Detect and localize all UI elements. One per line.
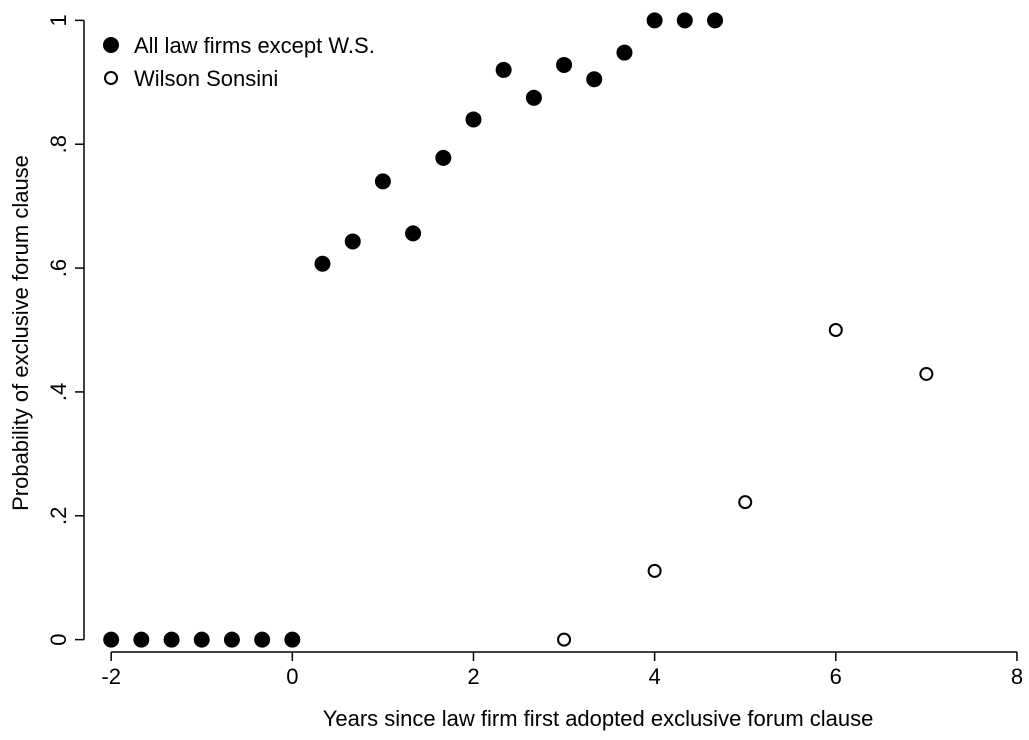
point-all-firms [223, 631, 240, 648]
point-all-firms [374, 173, 391, 190]
x-ticks: -2 0 2 4 6 8 [101, 652, 1023, 689]
y-tick-label: .6 [46, 259, 71, 277]
y-tick-label: .4 [46, 383, 71, 401]
y-tick-label: 0 [46, 633, 71, 645]
point-all-firms [646, 12, 663, 29]
x-tick-label: 2 [467, 664, 479, 689]
legend-label: Wilson Sonsini [134, 66, 278, 91]
legend: All law firms except W.S. Wilson Sonsini [103, 33, 375, 91]
legend-marker [103, 37, 119, 53]
point-all-firms [163, 631, 180, 648]
point-all-firms [405, 225, 422, 242]
axes [83, 20, 1017, 653]
point-all-firms [525, 89, 542, 106]
point-all-firms [465, 111, 482, 128]
point-wilson-sonsini [557, 632, 572, 647]
point-all-firms [586, 71, 603, 88]
x-tick-label: 0 [286, 664, 298, 689]
point-all-firms [193, 631, 210, 648]
point-all-firms [676, 12, 693, 29]
y-tick-label: .8 [46, 135, 71, 153]
legend-marker [104, 71, 118, 85]
legend-label: All law firms except W.S. [134, 33, 375, 58]
point-wilson-sonsini [919, 366, 934, 381]
point-wilson-sonsini [647, 563, 662, 578]
point-wilson-sonsini [828, 323, 843, 337]
y-tick-label: 1 [46, 14, 71, 26]
data-points [103, 12, 934, 648]
point-all-firms [616, 44, 633, 61]
x-tick-label: -2 [101, 664, 121, 689]
x-tick-label: 4 [649, 664, 661, 689]
point-all-firms [284, 631, 301, 648]
x-tick-label: 6 [830, 664, 842, 689]
point-all-firms [254, 631, 271, 648]
y-ticks: 0 .2 .4 .6 .8 1 [46, 14, 84, 646]
x-tick-label: 8 [1011, 664, 1023, 689]
point-all-firms [133, 631, 150, 648]
y-tick-label: .2 [46, 507, 71, 525]
point-all-firms [103, 631, 120, 648]
point-all-firms [435, 149, 452, 166]
y-axis-title: Probability of exclusive forum clause [8, 155, 33, 511]
point-all-firms [556, 56, 573, 73]
point-all-firms [314, 255, 331, 272]
point-all-firms [707, 12, 724, 29]
point-wilson-sonsini [738, 495, 753, 510]
x-axis-title: Years since law firm first adopted exclu… [323, 706, 874, 731]
point-all-firms [344, 233, 361, 250]
point-all-firms [495, 61, 512, 78]
